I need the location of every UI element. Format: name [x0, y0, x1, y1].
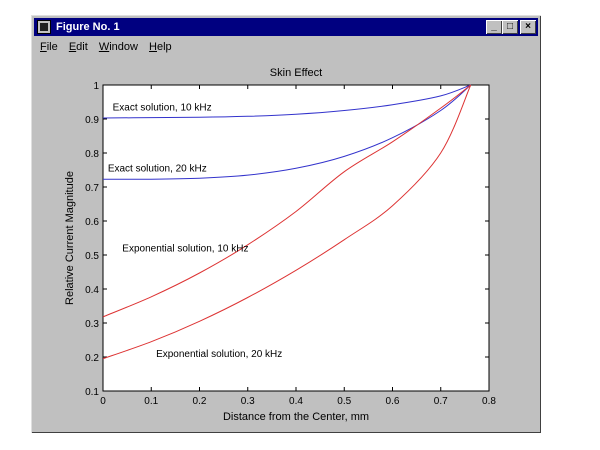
x-tick-label: 0 [100, 396, 106, 407]
window-title: Figure No. 1 [56, 21, 120, 33]
y-tick-label: 0.4 [85, 285, 99, 296]
title-bar[interactable]: Figure No. 1 _ □ × [34, 18, 538, 36]
series-line-1 [102, 84, 471, 119]
x-tick-label: 0.2 [193, 396, 207, 407]
x-tick-label: 0.6 [386, 396, 400, 407]
x-tick-label: 0.4 [289, 396, 303, 407]
x-tick-label: 0.5 [337, 396, 351, 407]
plot-area [102, 84, 490, 392]
menu-bar: File Edit Window Help [34, 38, 538, 56]
y-tick-label: 0.7 [85, 183, 99, 194]
y-tick-label: 0.3 [85, 319, 99, 330]
series-lines [102, 84, 472, 360]
y-tick-label: 0.2 [85, 353, 99, 364]
y-tick-label: 0.8 [85, 149, 99, 160]
menu-window[interactable]: Window [98, 41, 138, 53]
annotations: Exact solution, 10 kHz Exact solution, 20… [108, 103, 282, 361]
figure-app-icon[interactable] [37, 20, 51, 34]
annotation-label: Exact solution, 20 kHz [108, 164, 207, 175]
annotation-label: Exact solution, 10 kHz [113, 103, 212, 114]
minimize-button[interactable]: _ [486, 20, 502, 34]
x-tick-label: 0.7 [434, 396, 448, 407]
y-axis-label: Relative Current Magnitude [64, 171, 76, 305]
y-tick-label: 0.1 [85, 387, 99, 398]
x-tick-label: 0.8 [482, 396, 496, 407]
menu-edit[interactable]: Edit [68, 41, 88, 53]
series-line-2 [102, 84, 472, 180]
y-tick-label: 0.5 [85, 251, 99, 262]
x-tick-label: 0.3 [241, 396, 255, 407]
y-tick-label: 0.6 [85, 217, 99, 228]
menu-file[interactable]: File [40, 41, 58, 53]
y-tick-label: 0.9 [85, 115, 99, 126]
series-line-4 [102, 84, 472, 360]
maximize-button[interactable]: □ [502, 20, 518, 34]
annotation-label: Exponential solution, 10 kHz [122, 244, 248, 255]
close-button[interactable]: × [520, 20, 536, 34]
x-axis-label: Distance from the Center, mm [223, 411, 369, 423]
series-line-3 [102, 84, 472, 318]
annotation-label: Exponential solution, 20 kHz [156, 349, 282, 360]
x-tick-label: 0.1 [144, 396, 158, 407]
axes: 0 0.1 0.2 0.3 0.4 0.5 0.6 0.7 0.80.10.20.30.40.5… [85, 81, 496, 407]
menu-help[interactable]: Help [149, 41, 172, 53]
chart-title: Skin Effect [270, 67, 322, 79]
y-tick-label: 1 [93, 81, 99, 92]
